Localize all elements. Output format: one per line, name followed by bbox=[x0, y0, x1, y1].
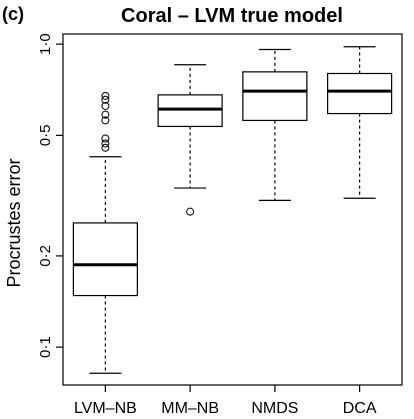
outlier-point bbox=[187, 208, 194, 215]
box bbox=[73, 223, 137, 296]
x-tick-label: LVM–NB bbox=[74, 400, 137, 417]
y-tick-label: 0·2 bbox=[37, 245, 54, 267]
outlier-point bbox=[102, 135, 109, 142]
boxplot-2 bbox=[243, 49, 307, 200]
x-axis: LVM–NB MM–NB NMDS DCA bbox=[74, 385, 377, 417]
boxplot-0 bbox=[73, 92, 137, 373]
box bbox=[328, 73, 392, 113]
boxplot-3 bbox=[328, 47, 392, 198]
boxplots bbox=[73, 47, 391, 373]
x-tick-label: NMDS bbox=[251, 400, 298, 417]
y-axis: 0·1 0·2 0·5 1·0 bbox=[37, 33, 63, 358]
y-tick-label: 0·5 bbox=[37, 125, 54, 147]
boxplot-1 bbox=[158, 65, 222, 215]
y-axis-label: Procrustes error bbox=[4, 158, 24, 287]
x-tick-label: MM–NB bbox=[161, 400, 219, 417]
panel-label: (c) bbox=[2, 4, 24, 24]
y-tick-label: 1·0 bbox=[37, 33, 54, 55]
chart-title: Coral – LVM true model bbox=[121, 5, 343, 27]
y-tick-label: 0·1 bbox=[37, 336, 54, 358]
box bbox=[243, 72, 307, 121]
x-tick-label: DCA bbox=[343, 400, 377, 417]
